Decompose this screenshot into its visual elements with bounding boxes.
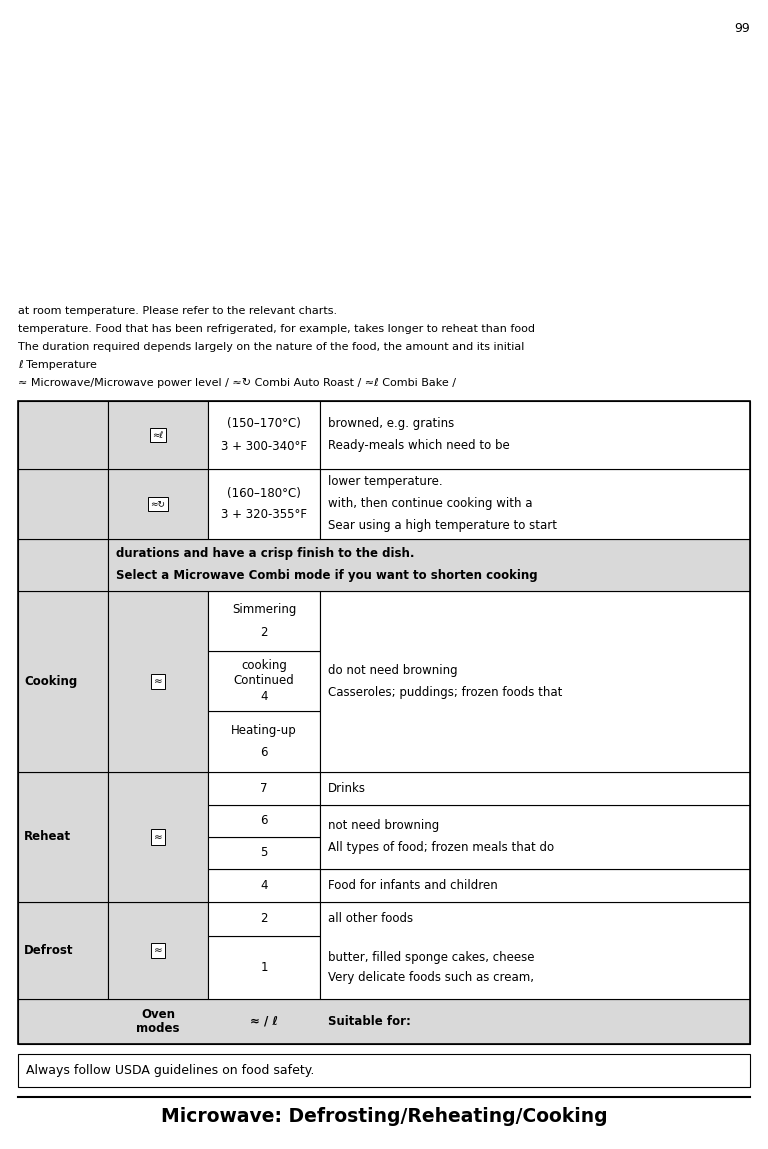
Bar	[18, 469, 108, 539]
Text: 7: 7	[260, 782, 268, 795]
Bar	[18, 902, 108, 998]
Text: cooking: cooking	[241, 658, 287, 671]
Text: Heating-up: Heating-up	[231, 724, 297, 737]
Text: Reheat: Reheat	[24, 831, 71, 843]
Bar	[18, 539, 108, 591]
Text: 1: 1	[260, 961, 268, 974]
Bar	[18, 401, 750, 1044]
Text: ≈: ≈	[154, 946, 162, 956]
Text: Casseroles; puddings; frozen foods that: Casseroles; puddings; frozen foods that	[328, 686, 562, 699]
Bar	[208, 711, 320, 772]
Text: 6: 6	[260, 815, 268, 827]
Bar	[208, 805, 320, 836]
Bar	[18, 401, 108, 469]
Bar	[108, 469, 208, 539]
Text: ℓ Temperature: ℓ Temperature	[18, 360, 97, 370]
Bar	[320, 902, 750, 998]
Text: 3 + 320-355°F: 3 + 320-355°F	[221, 509, 307, 522]
Text: 4: 4	[260, 691, 268, 703]
Text: at room temperature. Please refer to the relevant charts.: at room temperature. Please refer to the…	[18, 306, 337, 316]
Text: Very delicate foods such as cream,: Very delicate foods such as cream,	[328, 971, 534, 984]
Text: 3 + 300-340°F: 3 + 300-340°F	[221, 440, 307, 453]
Text: (150–170°C): (150–170°C)	[227, 417, 301, 431]
Text: 2: 2	[260, 625, 268, 639]
Text: Cooking: Cooking	[24, 674, 78, 688]
Text: 4: 4	[260, 879, 268, 892]
Text: durations and have a crisp finish to the dish.: durations and have a crisp finish to the…	[116, 548, 415, 561]
Bar	[208, 651, 320, 711]
Bar	[208, 902, 320, 936]
Text: Suitable for:: Suitable for:	[328, 1015, 411, 1028]
Text: ≈↻: ≈↻	[151, 500, 165, 509]
Text: with, then continue cooking with a: with, then continue cooking with a	[328, 498, 532, 510]
Text: 6: 6	[260, 746, 268, 759]
Bar	[208, 591, 320, 651]
Text: Microwave: Defrosting/Reheating/Cooking: Microwave: Defrosting/Reheating/Cooking	[161, 1108, 607, 1126]
Bar	[18, 772, 108, 902]
Text: ≈: ≈	[154, 677, 162, 686]
Bar	[208, 469, 320, 539]
Bar	[108, 902, 208, 998]
Text: (160–180°C): (160–180°C)	[227, 486, 301, 500]
Text: ≈: ≈	[154, 832, 162, 842]
Text: 2: 2	[260, 912, 268, 925]
Text: Simmering: Simmering	[232, 603, 296, 617]
Text: do not need browning: do not need browning	[328, 664, 458, 677]
Bar	[108, 401, 208, 469]
Text: Drinks: Drinks	[328, 782, 366, 795]
Text: ≈ / ℓ: ≈ / ℓ	[250, 1015, 278, 1028]
Bar	[320, 469, 750, 539]
Text: Ready-meals which need to be: Ready-meals which need to be	[328, 440, 510, 453]
Text: all other foods: all other foods	[328, 912, 413, 925]
Text: not need browning: not need browning	[328, 819, 439, 833]
Text: ≈ Microwave/Microwave power level / ≈↻ Combi Auto Roast / ≈ℓ Combi Bake /: ≈ Microwave/Microwave power level / ≈↻ C…	[18, 378, 456, 388]
Bar	[320, 591, 750, 772]
Bar	[108, 772, 208, 902]
Bar	[108, 591, 208, 772]
Text: ≈ℓ: ≈ℓ	[152, 431, 164, 440]
Text: Sear using a high temperature to start: Sear using a high temperature to start	[328, 519, 557, 532]
Text: lower temperature.: lower temperature.	[328, 476, 442, 488]
Text: 5: 5	[260, 847, 268, 859]
Text: butter, filled sponge cakes, cheese: butter, filled sponge cakes, cheese	[328, 951, 535, 964]
Bar	[208, 869, 320, 902]
Text: Continued: Continued	[233, 674, 294, 687]
Text: All types of food; frozen meals that do: All types of food; frozen meals that do	[328, 841, 554, 855]
Bar	[208, 836, 320, 869]
Text: 99: 99	[734, 22, 750, 34]
Bar	[18, 1054, 750, 1087]
Bar	[208, 936, 320, 998]
Text: The duration required depends largely on the nature of the food, the amount and : The duration required depends largely on…	[18, 342, 525, 352]
Bar	[18, 591, 108, 772]
Bar	[320, 869, 750, 902]
Text: temperature. Food that has been refrigerated, for example, takes longer to rehea: temperature. Food that has been refriger…	[18, 324, 535, 334]
Bar	[18, 998, 750, 1044]
Text: Always follow USDA guidelines on food safety.: Always follow USDA guidelines on food sa…	[26, 1064, 314, 1077]
Bar	[108, 539, 750, 591]
Text: Select a Microwave Combi mode if you want to shorten cooking: Select a Microwave Combi mode if you wan…	[116, 570, 538, 583]
Text: Oven
modes: Oven modes	[136, 1008, 180, 1035]
Bar	[320, 772, 750, 805]
Bar	[320, 401, 750, 469]
Bar	[320, 805, 750, 869]
Bar	[208, 401, 320, 469]
Bar	[208, 772, 320, 805]
Text: Defrost: Defrost	[24, 944, 74, 957]
Text: browned, e.g. gratins: browned, e.g. gratins	[328, 417, 454, 431]
Text: Food for infants and children: Food for infants and children	[328, 879, 498, 892]
